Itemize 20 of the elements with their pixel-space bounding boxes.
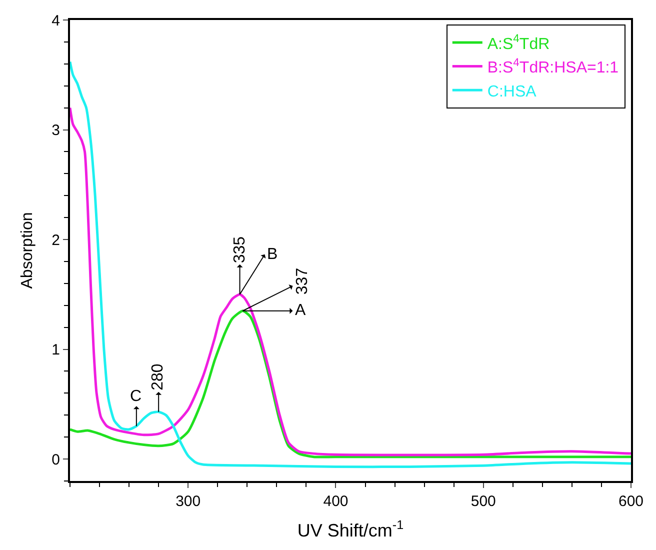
annotation: 335 (231, 236, 248, 264)
legend-label: A:S$^{4}$TdR (487, 33, 550, 53)
x-tick-label: 500 (470, 493, 496, 510)
legend-label: C:HSA (487, 83, 537, 100)
y-tick-label: 4 (52, 12, 60, 30)
x-tick-label: 600 (618, 493, 644, 510)
y-tick-label: 2 (52, 232, 60, 249)
x-axis-title: UV Shift/cm$^{-1}$ (297, 518, 404, 541)
annotation: 280 (150, 364, 167, 390)
x-tick-label: 300 (176, 493, 201, 510)
annotation: C (130, 388, 142, 405)
legend-label: B:S$^{4}$TdR:HSA=1:1 (487, 56, 619, 77)
x-tick-label: 400 (323, 493, 348, 510)
annotation: 337 (294, 268, 311, 295)
annotation: A (295, 302, 306, 319)
y-tick-label: 0 (52, 451, 60, 468)
y-axis-title: Absorption (19, 212, 36, 289)
annotation: B (267, 246, 278, 263)
y-tick-label: 3 (52, 122, 60, 140)
y-tick-label: 1 (52, 342, 60, 359)
